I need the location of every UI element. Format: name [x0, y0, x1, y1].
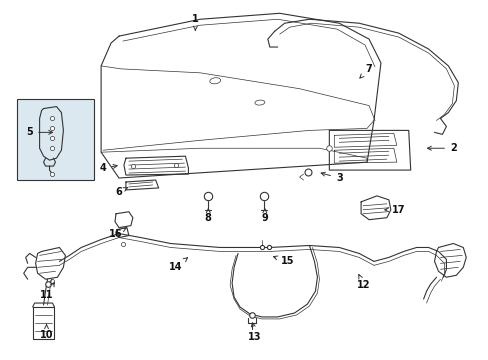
Text: 14: 14 — [168, 258, 187, 272]
Text: 17: 17 — [384, 205, 405, 215]
Text: 3: 3 — [321, 172, 342, 183]
Text: 9: 9 — [261, 209, 268, 223]
Text: 11: 11 — [40, 283, 54, 300]
Text: 1: 1 — [192, 14, 198, 30]
Text: 8: 8 — [204, 209, 211, 223]
Text: 4: 4 — [100, 163, 117, 173]
Text: 16: 16 — [109, 228, 126, 239]
Text: 13: 13 — [248, 323, 261, 342]
Text: 2: 2 — [427, 143, 456, 153]
Text: 5: 5 — [26, 127, 53, 138]
Text: 6: 6 — [115, 187, 127, 197]
Text: 12: 12 — [357, 275, 370, 290]
Text: 15: 15 — [273, 256, 294, 266]
Text: 10: 10 — [40, 324, 53, 340]
Text: 7: 7 — [359, 64, 372, 78]
Bar — [17, 99, 94, 180]
